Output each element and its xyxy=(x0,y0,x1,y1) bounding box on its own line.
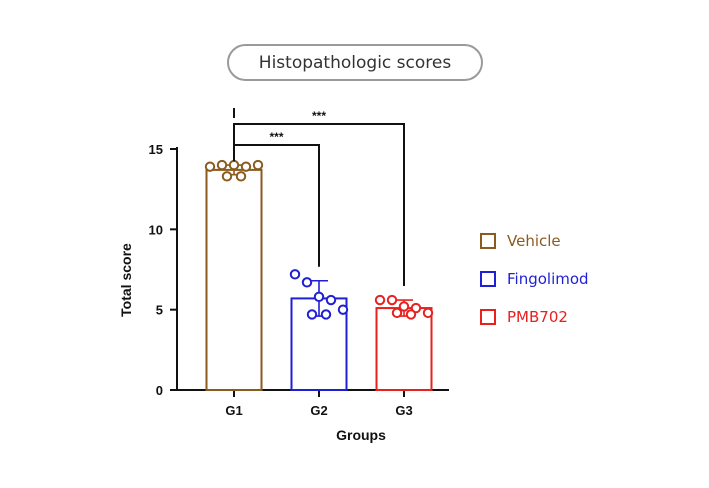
bar-G1 xyxy=(205,168,263,391)
data-point xyxy=(337,304,349,315)
chart-legend: Vehicle Fingolimod PMB702 xyxy=(480,230,589,344)
data-point xyxy=(289,269,301,280)
significance-label: *** xyxy=(312,109,326,123)
chart-bars xyxy=(204,159,434,392)
x-tick-label: G1 xyxy=(225,403,242,418)
significance-bracket xyxy=(233,123,405,287)
x-axis-label: Groups xyxy=(336,427,386,443)
legend-item: Vehicle xyxy=(480,230,589,252)
legend-swatch xyxy=(480,271,496,287)
x-tick-label: G3 xyxy=(395,403,412,418)
y-tick-label: 15 xyxy=(149,142,163,157)
data-point xyxy=(391,307,403,319)
bar-G3 xyxy=(375,307,433,391)
legend-swatch xyxy=(480,233,496,249)
y-tick-label: 5 xyxy=(156,303,163,318)
legend-label: PMB702 xyxy=(507,308,568,326)
data-point xyxy=(301,277,313,288)
legend-label: Fingolimod xyxy=(507,270,589,288)
y-axis-label: Total score xyxy=(118,243,134,317)
data-point xyxy=(216,159,228,171)
legend-label: Vehicle xyxy=(507,232,561,250)
x-tick-label: G2 xyxy=(310,403,327,418)
significance-label: *** xyxy=(269,130,283,144)
data-point xyxy=(422,307,434,319)
data-point xyxy=(405,309,417,320)
data-point xyxy=(221,171,233,182)
data-point xyxy=(252,159,264,171)
data-point xyxy=(386,294,398,306)
legend-item: PMB702 xyxy=(480,306,589,328)
data-point xyxy=(325,294,337,306)
data-point xyxy=(235,171,247,182)
data-point xyxy=(240,161,252,172)
data-point xyxy=(320,309,332,320)
chart-title: Histopathologic scores xyxy=(227,44,483,81)
legend-swatch xyxy=(480,309,496,325)
data-point xyxy=(228,159,240,171)
data-point xyxy=(410,302,422,314)
data-point xyxy=(398,301,410,312)
data-point xyxy=(374,294,386,306)
data-point xyxy=(306,309,318,320)
significance-brackets: *** *** xyxy=(233,108,405,287)
y-tick-label: 0 xyxy=(156,383,163,398)
data-point xyxy=(204,161,216,172)
y-tick-label: 10 xyxy=(149,222,163,237)
data-point xyxy=(313,291,325,303)
legend-item: Fingolimod xyxy=(480,268,589,290)
